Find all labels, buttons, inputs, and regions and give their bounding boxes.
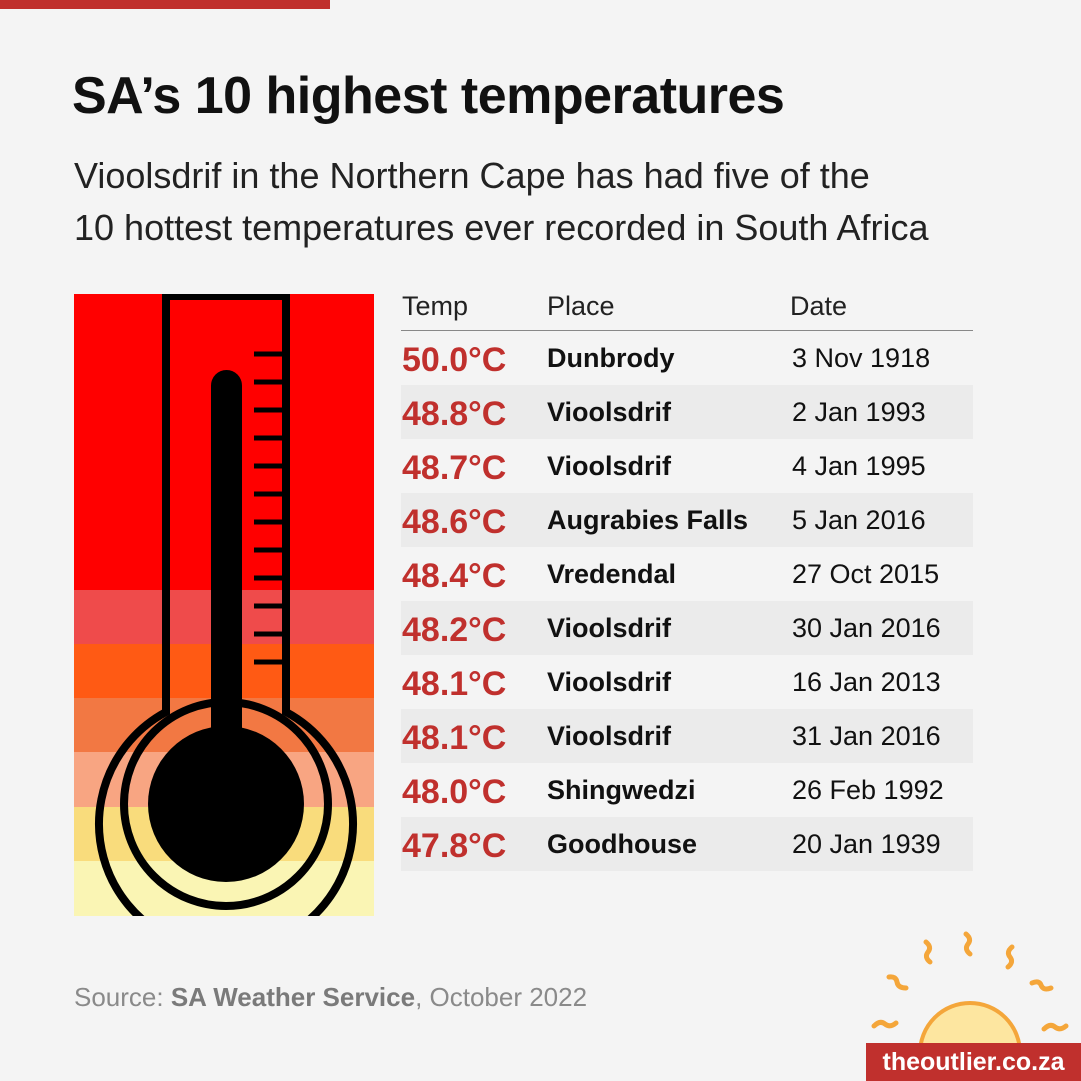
page-subtitle: Vioolsdrif in the Northern Cape has had … (74, 150, 1054, 254)
thermometer-mercury-column (211, 370, 242, 790)
table-header: Temp Place Date (401, 291, 973, 331)
page-title: SA’s 10 highest temperatures (72, 67, 785, 125)
header-date: Date (790, 291, 848, 321)
source-note: Source: SA Weather Service, October 2022 (74, 982, 587, 1013)
row-date: 2 Jan 1993 (792, 397, 926, 427)
sun-icon (871, 931, 1069, 1045)
table-row: 50.0°C Dunbrody 3 Nov 1918 (401, 331, 973, 385)
table-row: 48.1°C Vioolsdrif 31 Jan 2016 (401, 709, 973, 763)
table-row: 47.8°C Goodhouse 20 Jan 1939 (401, 817, 973, 871)
table-row: 48.6°C Augrabies Falls 5 Jan 2016 (401, 493, 973, 547)
row-place: Dunbrody (547, 343, 675, 373)
row-temp: 48.0°C (402, 773, 507, 811)
row-temp: 48.7°C (402, 449, 507, 487)
thermometer-bulb (148, 726, 304, 882)
row-temp: 47.8°C (402, 827, 507, 865)
row-place: Vioolsdrif (547, 397, 672, 427)
row-temp: 48.2°C (402, 611, 507, 649)
table-row: 48.0°C Shingwedzi 26 Feb 1992 (401, 763, 973, 817)
sun-disc (918, 1001, 1022, 1045)
table-row: 48.8°C Vioolsdrif 2 Jan 1993 (401, 385, 973, 439)
source-prefix: Source: (74, 982, 171, 1012)
row-place: Vioolsdrif (547, 667, 672, 697)
row-place: Vioolsdrif (547, 451, 672, 481)
row-date: 31 Jan 2016 (792, 721, 941, 751)
row-date: 5 Jan 2016 (792, 505, 926, 535)
table-row: 48.7°C Vioolsdrif 4 Jan 1995 (401, 439, 973, 493)
row-place: Vredendal (547, 559, 677, 589)
table-row: 48.1°C Vioolsdrif 16 Jan 2013 (401, 655, 973, 709)
row-temp: 48.1°C (402, 719, 507, 757)
row-place: Goodhouse (547, 829, 697, 859)
row-date: 20 Jan 1939 (792, 829, 941, 859)
subtitle-line-1: Vioolsdrif in the Northern Cape has had … (74, 155, 870, 196)
row-place: Vioolsdrif (547, 613, 672, 643)
thermometer-icon (74, 294, 374, 916)
row-date: 26 Feb 1992 (792, 775, 944, 805)
row-temp: 48.8°C (402, 395, 507, 433)
header-temp: Temp (402, 291, 469, 321)
temperature-table: Temp Place Date 50.0°C Dunbrody 3 Nov 19… (401, 291, 973, 871)
brand-label: theoutlier.co.za (866, 1043, 1081, 1081)
row-date: 30 Jan 2016 (792, 613, 941, 643)
row-date: 16 Jan 2013 (792, 667, 941, 697)
row-date: 27 Oct 2015 (792, 559, 940, 589)
row-place: Vioolsdrif (547, 721, 672, 751)
table-row: 48.2°C Vioolsdrif 30 Jan 2016 (401, 601, 973, 655)
row-date: 4 Jan 1995 (792, 451, 926, 481)
row-temp: 48.4°C (402, 557, 507, 595)
thermometer-outline (95, 294, 357, 916)
row-date: 3 Nov 1918 (792, 343, 931, 373)
table-row: 48.4°C Vredendal 27 Oct 2015 (401, 547, 973, 601)
subtitle-line-2: 10 hottest temperatures ever recorded in… (74, 207, 929, 248)
top-accent-bar (0, 0, 330, 9)
row-temp: 48.6°C (402, 503, 507, 541)
row-temp: 50.0°C (402, 341, 507, 379)
row-temp: 48.1°C (402, 665, 507, 703)
sun-rays (871, 931, 1069, 1032)
source-name: SA Weather Service (170, 982, 416, 1012)
header-place: Place (547, 291, 615, 321)
row-place: Shingwedzi (547, 775, 696, 805)
row-place: Augrabies Falls (547, 505, 749, 535)
thermometer-scale-ticks (254, 351, 286, 665)
source-suffix: , October 2022 (415, 982, 588, 1012)
